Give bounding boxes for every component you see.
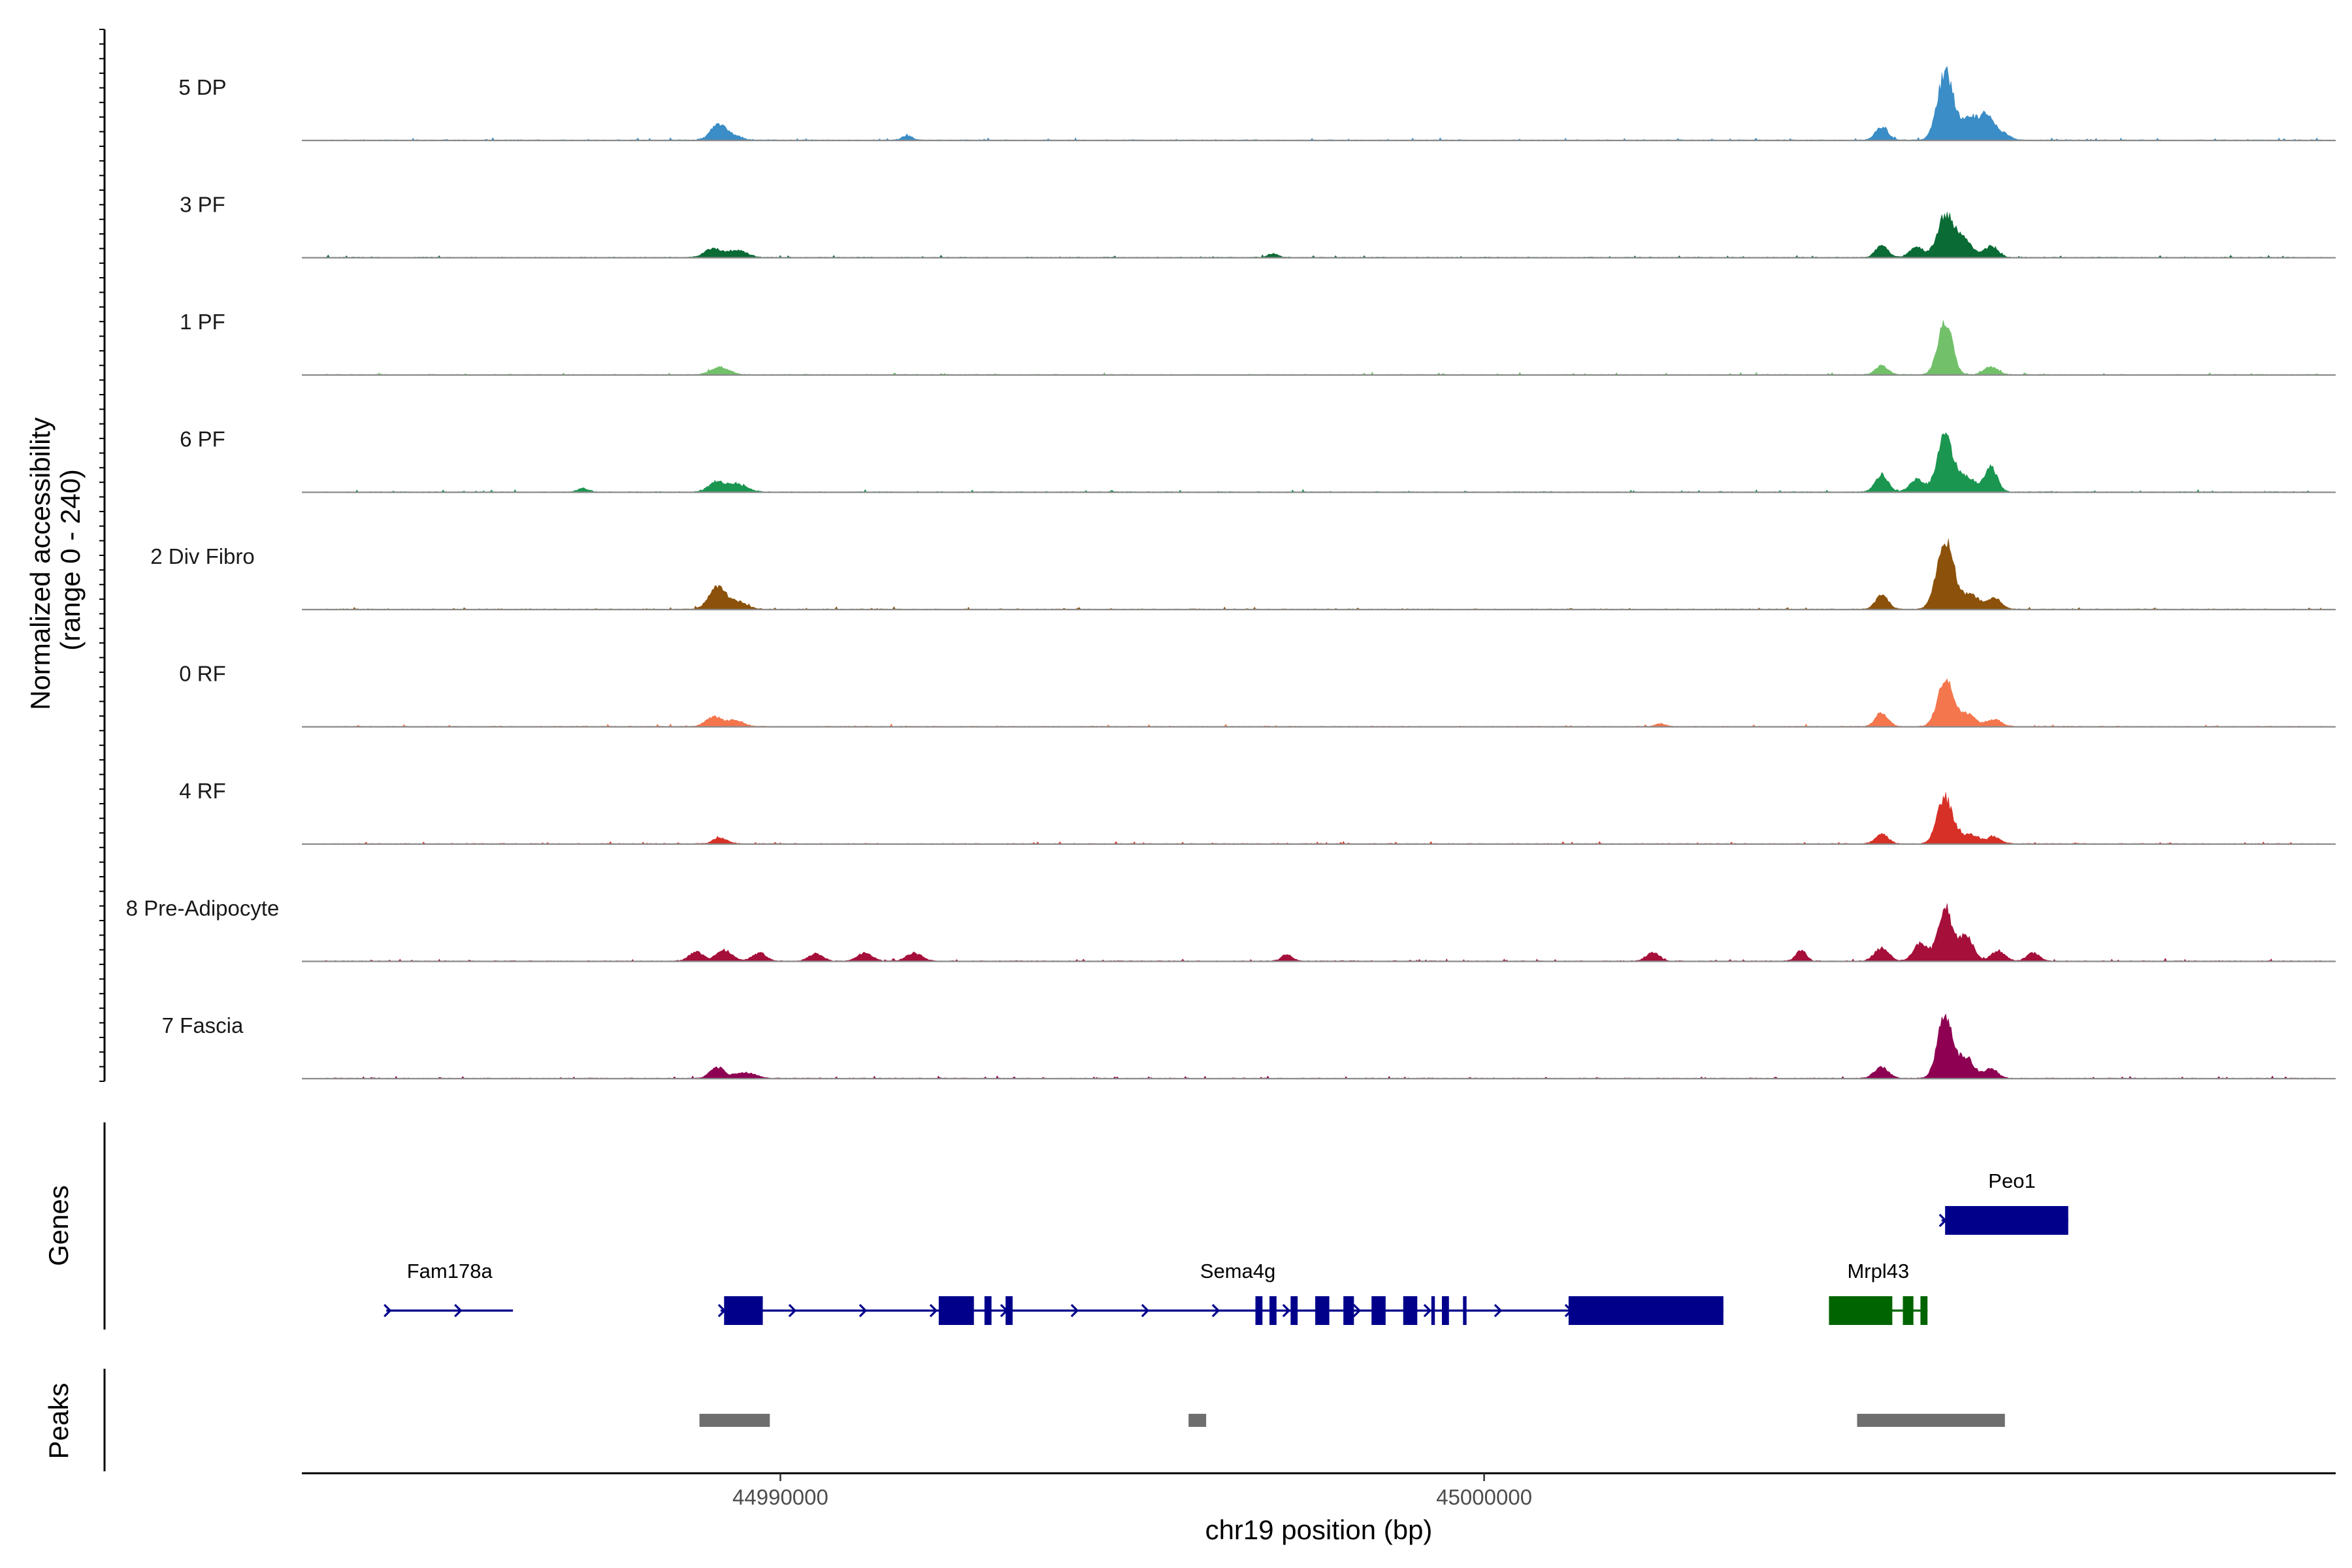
exon-sema4g <box>984 1296 992 1325</box>
exon-sema4g <box>1269 1296 1277 1325</box>
strand-arrow-icon <box>1352 1303 1362 1318</box>
strand-arrow-icon <box>1141 1303 1150 1318</box>
exon-sema4g <box>1005 1296 1013 1325</box>
track-1-pf: 1 PF <box>180 310 2336 376</box>
gene-annotation-track: Fam178a Sema4g Mrpl43 Peo1 <box>103 1122 2068 1330</box>
strand-arrow-icon <box>788 1303 797 1318</box>
peaks-track-title: Peaks <box>43 1383 74 1460</box>
peak-region-track <box>103 1369 2005 1471</box>
gene-label-fam178a: Fam178a <box>407 1260 493 1282</box>
track-8-pre-adipocyte: 8 Pre-Adipocyte <box>126 896 2336 962</box>
track-0-rf: 0 RF <box>179 662 2336 728</box>
exon-sema4g <box>938 1296 974 1325</box>
track-6-pf: 6 PF <box>180 427 2336 493</box>
exon-sema4g <box>1371 1296 1386 1325</box>
exon-sema4g <box>1403 1296 1418 1325</box>
gene-label-peo1: Peo1 <box>1988 1169 2035 1192</box>
coverage-area-8-pre-adipocyte <box>323 903 2323 962</box>
track-label-1-pf: 1 PF <box>180 310 225 334</box>
exon-sema4g <box>1463 1296 1467 1325</box>
peak-region <box>1857 1414 2005 1427</box>
track-label-3-pf: 3 PF <box>180 193 225 217</box>
peak-region <box>699 1414 770 1427</box>
strand-arrow-icon <box>1211 1303 1220 1318</box>
track-2-div-fibro: 2 Div Fibro <box>150 538 2336 611</box>
track-label-8-pre-adipocyte: 8 Pre-Adipocyte <box>126 896 280 921</box>
exon-sema4g <box>724 1296 763 1325</box>
genes-track-title: Genes <box>43 1185 74 1266</box>
track-3-pf: 3 PF <box>180 193 2336 259</box>
strand-arrow-icon <box>1282 1303 1291 1318</box>
exon-sema4g <box>1442 1296 1449 1325</box>
coverage-area-1-pf <box>323 319 2323 376</box>
track-label-4-rf: 4 RF <box>179 779 226 803</box>
exon-sema4g <box>1343 1296 1354 1325</box>
x-axis-title: chr19 position (bp) <box>1205 1514 1433 1545</box>
exon-mrpl43 <box>1920 1296 1928 1325</box>
gene-sema4g: Sema4g <box>717 1260 1723 1325</box>
track-4-rf: 4 RF <box>179 779 2336 845</box>
strand-arrow-icon <box>929 1303 938 1318</box>
coverage-area-7-fascia <box>323 1013 2322 1079</box>
peak-region <box>1188 1414 1207 1427</box>
exon-sema4g <box>1568 1296 1723 1325</box>
x-axis: 44990000 45000000 <box>302 1472 2336 1509</box>
gene-label-mrpl43: Mrpl43 <box>1847 1260 1909 1282</box>
gene-label-sema4g: Sema4g <box>1200 1260 1275 1282</box>
coverage-area-6-pf <box>323 432 2323 493</box>
exon-sema4g <box>1431 1296 1435 1325</box>
track-label-0-rf: 0 RF <box>179 662 226 686</box>
strand-arrow-icon <box>1494 1303 1503 1318</box>
gene-mrpl43: Mrpl43 <box>1829 1260 1928 1325</box>
exon-mrpl43 <box>1829 1296 1893 1325</box>
exon-mrpl43 <box>1903 1296 1914 1325</box>
coverage-area-5-dp <box>323 65 2323 141</box>
exon-sema4g <box>1315 1296 1330 1325</box>
strand-arrow-icon <box>858 1303 868 1318</box>
strand-arrow-icon <box>1070 1303 1079 1318</box>
y-axis-title: Normalized accessibility (range 0 - 240) <box>25 410 86 710</box>
track-5-dp: 5 DP <box>178 65 2336 142</box>
coverage-area-4-rf <box>323 792 2322 845</box>
exon-peo1 <box>1945 1206 2068 1235</box>
track-label-2-div-fibro: 2 Div Fibro <box>150 544 255 568</box>
coverage-area-2-div-fibro <box>323 538 2322 610</box>
track-label-5-dp: 5 DP <box>178 75 226 99</box>
coverage-area-0-rf <box>323 678 2323 727</box>
strand-arrow-icon <box>454 1303 463 1318</box>
coverage-area-3-pf <box>323 212 2323 258</box>
strand-arrow-icon <box>1423 1303 1432 1318</box>
exon-sema4g <box>1290 1296 1298 1325</box>
x-tick-label: 45000000 <box>1436 1485 1532 1509</box>
exon-sema4g <box>1255 1296 1263 1325</box>
strand-arrow-icon <box>384 1303 392 1318</box>
gene-peo1: Peo1 <box>1938 1169 2068 1235</box>
x-tick-label: 44990000 <box>732 1485 828 1509</box>
track-label-6-pf: 6 PF <box>180 427 225 451</box>
track-7-fascia: 7 Fascia <box>162 1013 2336 1080</box>
gene-fam178a: Fam178a <box>384 1260 514 1318</box>
y-axis-title-line2: (range 0 - 240) <box>55 469 86 651</box>
y-axis-title-line1: Normalized accessibility <box>25 417 56 710</box>
track-label-7-fascia: 7 Fascia <box>162 1013 244 1037</box>
coverage-tracks: 5 DP 3 PF 1 PF 6 PF 2 Div Fibro 0 RF 4 RF 8 Pre… <box>99 29 2336 1082</box>
